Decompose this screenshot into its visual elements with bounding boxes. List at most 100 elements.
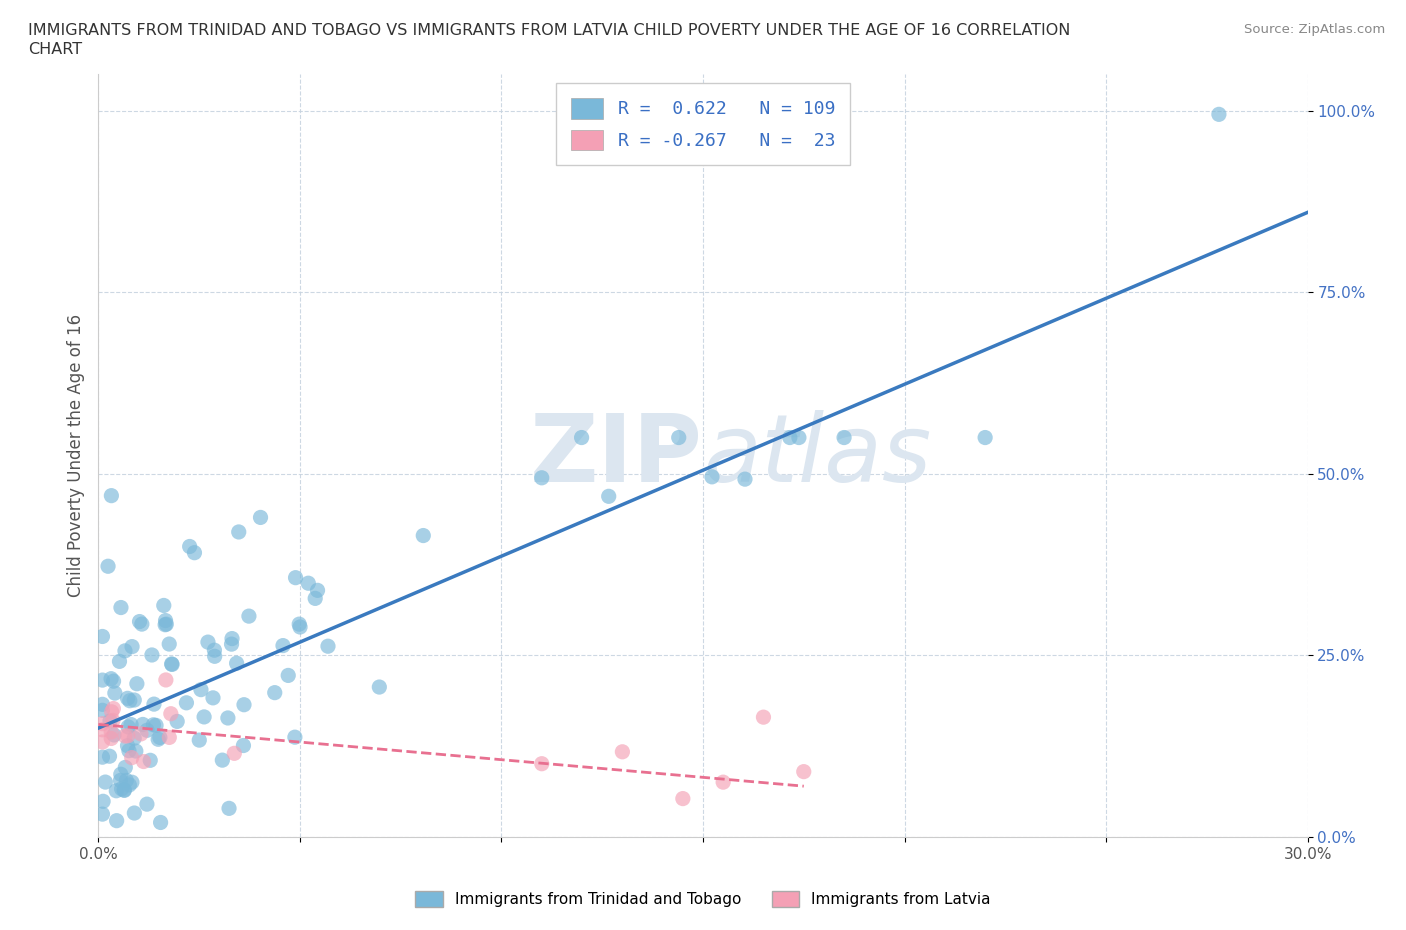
Point — [100, 704, 122, 719]
Point — [98, 713, 121, 728]
Point — [225, 656, 247, 671]
Point — [152, 598, 174, 613]
Text: CHART: CHART — [28, 42, 82, 57]
Point — [117, 728, 139, 743]
Point — [120, 717, 142, 732]
Point — [711, 775, 734, 790]
Point — [105, 813, 128, 828]
Point — [598, 489, 620, 504]
Point — [103, 727, 125, 742]
Point — [114, 728, 136, 743]
Point — [166, 714, 188, 729]
Point — [307, 583, 329, 598]
Text: Source: ZipAtlas.com: Source: ZipAtlas.com — [1244, 23, 1385, 36]
Point — [288, 617, 311, 631]
Point — [100, 488, 122, 503]
Point — [288, 619, 311, 634]
Point — [91, 703, 114, 718]
Point — [153, 618, 176, 632]
Point — [91, 697, 114, 711]
Point — [91, 806, 114, 821]
Legend: R =  0.622   N = 109, R = -0.267   N =  23: R = 0.622 N = 109, R = -0.267 N = 23 — [557, 84, 849, 165]
Point — [115, 773, 138, 788]
Point — [104, 685, 127, 700]
Point — [700, 470, 723, 485]
Point — [249, 510, 271, 525]
Point — [832, 430, 855, 445]
Point — [100, 671, 122, 686]
Point — [530, 471, 553, 485]
Point — [160, 706, 183, 721]
Point — [100, 731, 122, 746]
Point — [316, 639, 339, 654]
Point — [752, 710, 775, 724]
Point — [122, 731, 145, 746]
Point — [228, 525, 250, 539]
Point — [91, 629, 114, 644]
Point — [131, 617, 153, 631]
Text: ZIP: ZIP — [530, 410, 703, 501]
Point — [218, 801, 240, 816]
Point — [128, 614, 150, 629]
Point — [100, 724, 122, 739]
Point — [91, 716, 114, 731]
Point — [155, 617, 177, 631]
Point — [103, 673, 125, 688]
Point — [110, 781, 132, 796]
Point — [204, 649, 226, 664]
Point — [110, 773, 132, 788]
Text: IMMIGRANTS FROM TRINIDAD AND TOBAGO VS IMMIGRANTS FROM LATVIA CHILD POVERTY UNDE: IMMIGRANTS FROM TRINIDAD AND TOBAGO VS I… — [28, 23, 1070, 38]
Point — [108, 654, 131, 669]
Point — [221, 637, 243, 652]
Point — [787, 430, 810, 445]
Point — [304, 591, 326, 605]
Point — [530, 756, 553, 771]
Point — [412, 528, 434, 543]
Point — [157, 730, 180, 745]
Point — [232, 738, 254, 753]
Point — [91, 794, 114, 809]
Point — [297, 576, 319, 591]
Point — [125, 676, 148, 691]
Point — [91, 750, 114, 764]
Point — [190, 683, 212, 698]
Point — [1208, 107, 1230, 122]
Point — [149, 730, 172, 745]
Text: atlas: atlas — [703, 410, 931, 501]
Point — [103, 701, 125, 716]
Point — [132, 717, 155, 732]
Point — [183, 545, 205, 560]
Point — [110, 600, 132, 615]
Point — [155, 613, 177, 628]
Point — [571, 430, 593, 445]
Point — [117, 738, 139, 753]
Point — [149, 815, 172, 830]
Point — [233, 698, 256, 712]
Point — [793, 764, 815, 779]
Point — [779, 430, 801, 445]
Point — [112, 783, 135, 798]
Point — [135, 797, 157, 812]
Point — [114, 644, 136, 658]
Point — [91, 723, 114, 737]
Point — [734, 472, 756, 486]
Point — [129, 726, 152, 741]
Point — [91, 735, 114, 750]
Point — [98, 749, 121, 764]
Point — [94, 775, 117, 790]
Point — [145, 718, 167, 733]
Point — [160, 657, 183, 671]
Point — [221, 631, 243, 646]
Point — [204, 643, 226, 658]
Point — [201, 690, 224, 705]
Point — [114, 760, 136, 775]
Point — [974, 430, 997, 445]
Point — [121, 751, 143, 765]
Point — [612, 744, 634, 759]
Point — [91, 672, 114, 687]
Y-axis label: Child Poverty Under the Age of 16: Child Poverty Under the Age of 16 — [66, 314, 84, 597]
Point — [101, 713, 124, 728]
Point — [118, 693, 141, 708]
Point — [224, 746, 246, 761]
Point — [672, 791, 695, 806]
